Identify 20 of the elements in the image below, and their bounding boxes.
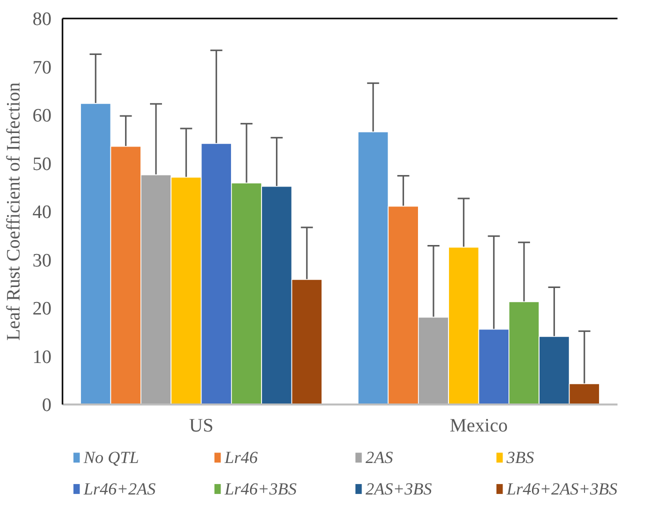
y-tick-label: 70: [32, 57, 52, 78]
legend-label: Lr46+2AS: [82, 480, 156, 498]
y-tick-label: 10: [32, 346, 52, 368]
y-tick-label: 0: [42, 395, 52, 416]
legend-label: Lr46+3BS: [224, 480, 298, 498]
y-tick-label: 40: [32, 202, 52, 223]
y-tick-label: 80: [32, 9, 52, 30]
y-tick-label: 30: [32, 250, 52, 272]
y-tick-label: 60: [32, 106, 52, 126]
legend-label: 2AS+3BS: [366, 480, 432, 498]
x-tick-label: US: [189, 416, 214, 436]
legend-label: No QTL: [82, 448, 139, 468]
legend-label: Lr46: [224, 448, 258, 468]
y-tick-label: 50: [32, 154, 52, 175]
legend-label: 2AS: [366, 448, 394, 468]
legend-label: 3BS: [506, 448, 535, 468]
y-tick-label: 20: [32, 298, 52, 320]
legend-label: Lr46+2AS+3BS: [506, 480, 618, 498]
x-tick-label: Mexico: [450, 416, 508, 436]
y-axis-title: Leaf Rust Coefficient of Infection: [4, 82, 24, 341]
